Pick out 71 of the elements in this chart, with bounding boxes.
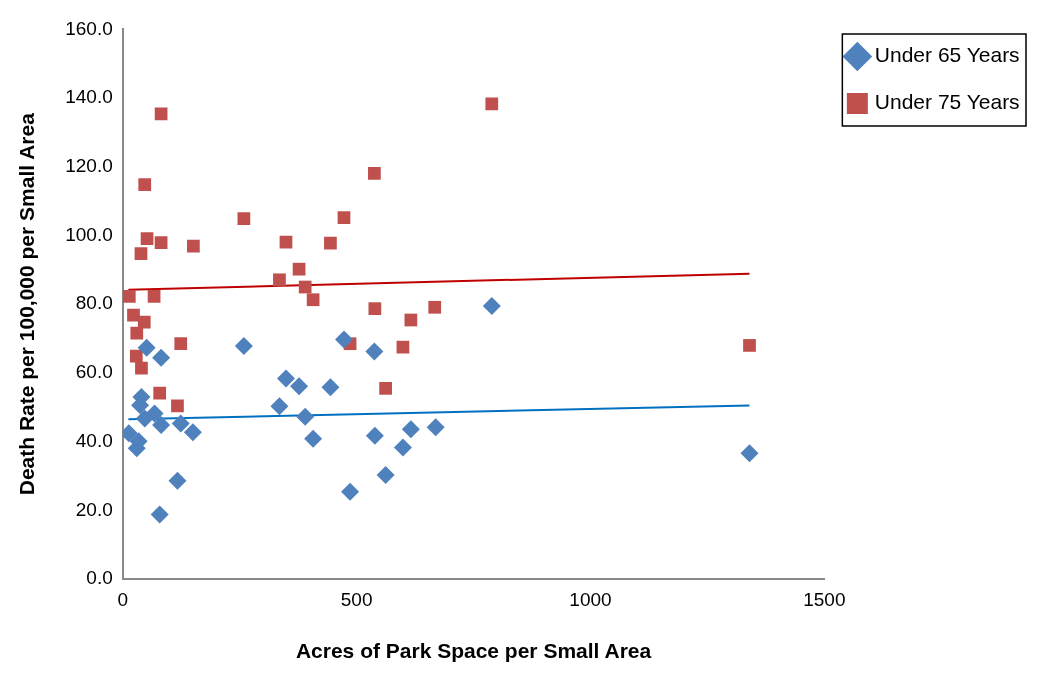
- point: [485, 97, 499, 111]
- y-tick-label: 80.0: [75, 292, 113, 314]
- point: [337, 211, 351, 224]
- point: [341, 482, 360, 501]
- point: [396, 340, 410, 354]
- x-tick-label: 1000: [569, 588, 612, 610]
- point: [147, 289, 161, 303]
- legend-label: Under 65 Years: [874, 43, 1020, 67]
- point: [273, 273, 286, 287]
- point: [393, 438, 412, 457]
- point: [306, 293, 320, 307]
- point: [122, 289, 136, 303]
- x-tick-label: 500: [340, 588, 373, 610]
- point: [130, 326, 144, 340]
- point: [298, 280, 312, 294]
- point: [237, 212, 251, 226]
- point: [137, 315, 151, 329]
- point: [171, 399, 184, 413]
- y-tick-label: 0.0: [86, 567, 113, 589]
- point: [365, 342, 384, 361]
- point: [296, 407, 315, 426]
- point: [324, 236, 337, 250]
- point: [135, 409, 154, 428]
- y-tick-label: 40.0: [75, 429, 113, 451]
- y-axis-title: Death Rate per 100,000 per Small Area: [15, 112, 39, 496]
- point: [270, 397, 289, 416]
- point: [171, 414, 190, 433]
- point: [168, 471, 187, 490]
- x-tick-label: 0: [117, 588, 129, 610]
- point: [187, 239, 200, 253]
- y-tick-label: 140.0: [65, 86, 113, 108]
- point: [152, 416, 171, 435]
- point: [276, 369, 295, 388]
- point: [135, 361, 148, 375]
- point: [304, 429, 323, 448]
- point: [150, 505, 169, 524]
- point: [127, 308, 140, 322]
- point: [140, 232, 154, 245]
- point: [234, 337, 253, 356]
- point: [365, 426, 384, 445]
- point: [129, 349, 143, 363]
- point: [379, 381, 392, 395]
- point: [138, 178, 152, 192]
- point: [482, 296, 501, 315]
- x-tick-label: 1500: [803, 588, 846, 610]
- point: [743, 339, 756, 352]
- point: [174, 337, 188, 351]
- point: [740, 444, 759, 463]
- y-tick-label: 160.0: [65, 17, 113, 39]
- point: [152, 348, 171, 367]
- point: [334, 330, 353, 349]
- legend-label: Under 75 Years: [874, 90, 1020, 114]
- point: [137, 338, 156, 357]
- point: [321, 378, 340, 397]
- point: [368, 302, 382, 316]
- point: [290, 377, 309, 396]
- y-tick-label: 20.0: [75, 498, 113, 520]
- point: [292, 262, 306, 276]
- y-tick-label: 100.0: [65, 223, 113, 245]
- x-axis-title: Acres of Park Space per Small Area: [295, 639, 652, 663]
- point: [401, 420, 420, 439]
- point: [183, 423, 202, 442]
- point: [368, 166, 381, 180]
- point: [134, 247, 148, 261]
- y-tick-label: 60.0: [75, 361, 113, 383]
- y-tick-label: 120.0: [65, 155, 113, 177]
- point: [376, 465, 395, 484]
- point: [428, 300, 442, 314]
- point: [154, 236, 168, 250]
- point: [153, 386, 167, 400]
- point: [426, 418, 445, 437]
